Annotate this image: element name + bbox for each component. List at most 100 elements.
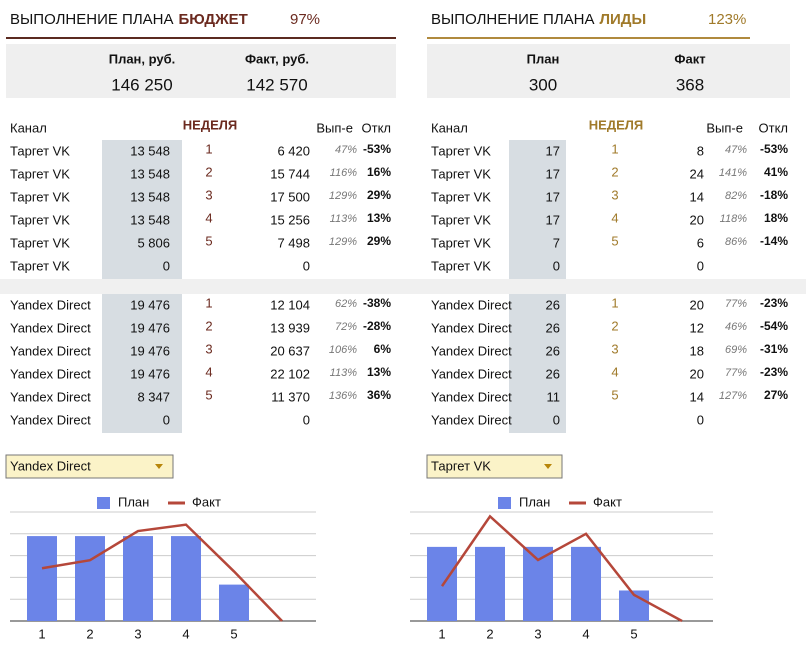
channel: Yandex Direct: [10, 320, 91, 335]
dropdown-arrow: [544, 464, 552, 469]
pct-cell: 129%: [329, 190, 357, 202]
plan-column-bg: [509, 294, 566, 433]
week-cell: 2: [611, 318, 618, 333]
channel-dropdown[interactable]: [5, 454, 174, 479]
panel-title: ВЫПОЛНЕНИЕ ПЛАНА БЮДЖЕТ: [10, 11, 248, 28]
pct-cell: 127%: [719, 390, 747, 402]
channel: Таргет VK: [431, 258, 491, 273]
channel: Yandex Direct: [10, 297, 91, 312]
plan-cell: 17: [546, 143, 560, 158]
channel: Таргет VK: [10, 258, 70, 273]
x-tick-label: 4: [582, 626, 589, 641]
plan-cell: 17: [546, 189, 560, 204]
pct-cell: 62%: [335, 298, 357, 310]
legend-swatch: [97, 497, 110, 509]
week-cell: 5: [611, 233, 618, 248]
dev-cell: 36%: [367, 388, 391, 402]
bar: [123, 536, 153, 621]
bar: [75, 536, 105, 621]
x-tick-label: 3: [134, 626, 141, 641]
dev-cell: -18%: [760, 188, 788, 202]
plan-cell: 13 548: [130, 166, 170, 181]
fact-cell: 20: [690, 297, 704, 312]
dev-cell: 18%: [764, 211, 788, 225]
plan-cell: 17: [546, 166, 560, 181]
dev-cell: -38%: [363, 296, 391, 310]
plan-cell: 13 548: [130, 212, 170, 227]
fact-cell: 20: [690, 212, 704, 227]
week-cell: 5: [205, 387, 212, 402]
line: [41, 523, 283, 622]
plan-column-bg: [102, 140, 182, 279]
pct-cell: 129%: [329, 236, 357, 248]
title-text: ВЫПОЛНЕНИЕ ПЛАНА: [431, 11, 595, 28]
plan-cell: 0: [553, 412, 560, 427]
x-tick-label: 1: [438, 626, 445, 641]
plan-cell: 13 548: [130, 143, 170, 158]
col-channel: Канал: [431, 120, 468, 135]
pct-cell: 113%: [330, 213, 358, 225]
col-channel: Канал: [10, 120, 47, 135]
plan-cell: 11: [547, 389, 561, 404]
channel-dropdown[interactable]: [426, 454, 563, 479]
dev-cell: 13%: [367, 211, 391, 225]
bar: [571, 546, 601, 621]
plan-cell: 17: [546, 212, 560, 227]
channel: Yandex Direct: [431, 366, 512, 381]
legend-label: План: [118, 494, 149, 509]
fact-cell: 8: [697, 143, 704, 158]
pct-cell: 46%: [725, 321, 747, 333]
plan-cell: 26: [546, 320, 560, 335]
dev-cell: 27%: [764, 388, 788, 402]
plan-column-bg: [102, 294, 182, 433]
week-cell: 4: [611, 210, 618, 225]
plan-cell: 0: [553, 258, 560, 273]
dropdown-value: Таргет VK: [431, 458, 491, 473]
dev-cell: -54%: [760, 319, 788, 333]
plan-percent: 97%: [290, 11, 320, 28]
bar: [475, 546, 505, 621]
bar: [27, 536, 57, 621]
channel: Таргет VK: [10, 189, 70, 204]
fact-cell: 7 498: [277, 235, 310, 250]
fact-cell: 12: [690, 320, 704, 335]
plan-cell: 19 476: [130, 366, 170, 381]
pct-cell: 77%: [725, 367, 747, 379]
fact-cell: 18: [690, 343, 704, 358]
legend-swatch: [498, 497, 511, 509]
fact-cell: 15 256: [270, 212, 310, 227]
fact-cell: 20: [690, 366, 704, 381]
dev-cell: 29%: [367, 188, 391, 202]
pct-cell: 136%: [329, 390, 357, 402]
pct-cell: 141%: [719, 167, 747, 179]
dev-cell: 29%: [367, 234, 391, 248]
title-highlight: БЮДЖЕТ: [179, 11, 248, 28]
dev-cell: -23%: [760, 365, 788, 379]
x-tick-label: 1: [38, 626, 45, 641]
week-cell: 3: [611, 187, 618, 202]
x-tick-label: 5: [630, 626, 637, 641]
plan-cell: 13 548: [130, 189, 170, 204]
week-cell: 3: [611, 341, 618, 356]
group-separator: [0, 279, 806, 294]
channel: Yandex Direct: [431, 343, 512, 358]
fact-cell: 0: [697, 412, 704, 427]
channel: Таргет VK: [431, 143, 491, 158]
summary-box: [6, 44, 396, 98]
plan-percent: 123%: [708, 11, 746, 28]
fact-cell: 11 370: [271, 389, 310, 404]
summary-label: План, руб.: [109, 51, 176, 66]
fact-cell: 15 744: [270, 166, 310, 181]
summary-value: 368: [676, 75, 704, 94]
plan-cell: 26: [546, 366, 560, 381]
col-pct: Вып-е: [706, 120, 743, 135]
plan-cell: 26: [546, 343, 560, 358]
summary-value: 142 570: [246, 75, 307, 94]
pct-cell: 47%: [335, 144, 357, 156]
line: [440, 514, 683, 623]
dropdown-value: Yandex Direct: [10, 458, 91, 473]
dropdown-arrow: [155, 464, 163, 469]
plan-cell: 19 476: [130, 343, 170, 358]
plan-cell: 26: [546, 297, 560, 312]
